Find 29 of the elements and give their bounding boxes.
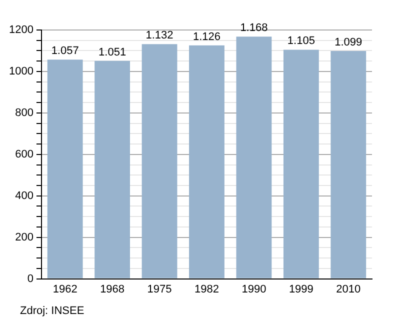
x-tick-label: 1999 (288, 283, 314, 296)
x-tick-label: 1982 (194, 283, 219, 296)
data-label: 1.051 (98, 46, 126, 58)
data-label: 1.105 (287, 35, 315, 48)
y-tick-label: 1000 (8, 66, 34, 78)
x-tick-label: 1975 (147, 283, 172, 296)
x-tick-label: 1968 (100, 283, 125, 296)
x-tick-label: 2010 (336, 283, 361, 296)
y-tick-label: 600 (15, 148, 34, 160)
y-tick-label: 200 (15, 231, 34, 244)
data-label: 1.126 (192, 30, 220, 43)
bar (189, 45, 224, 278)
y-tick-label: 400 (15, 190, 34, 202)
y-tick-label: 1200 (8, 24, 34, 36)
bar (142, 44, 178, 278)
x-tick-label: 1990 (242, 283, 266, 296)
data-label: 1.057 (51, 45, 79, 58)
data-label: 1.099 (334, 36, 362, 48)
data-label: 1.132 (146, 30, 174, 42)
y-tick-label: 0 (27, 272, 34, 285)
bar (94, 60, 130, 278)
bar (236, 36, 272, 278)
x-tick-label: 1962 (52, 283, 78, 296)
bar (283, 50, 319, 278)
bar (330, 50, 366, 278)
y-tick-label: 800 (15, 106, 34, 119)
text: Zdroj: INSEE (20, 305, 84, 317)
bar (47, 60, 83, 278)
data-label: 1.168 (240, 22, 268, 34)
